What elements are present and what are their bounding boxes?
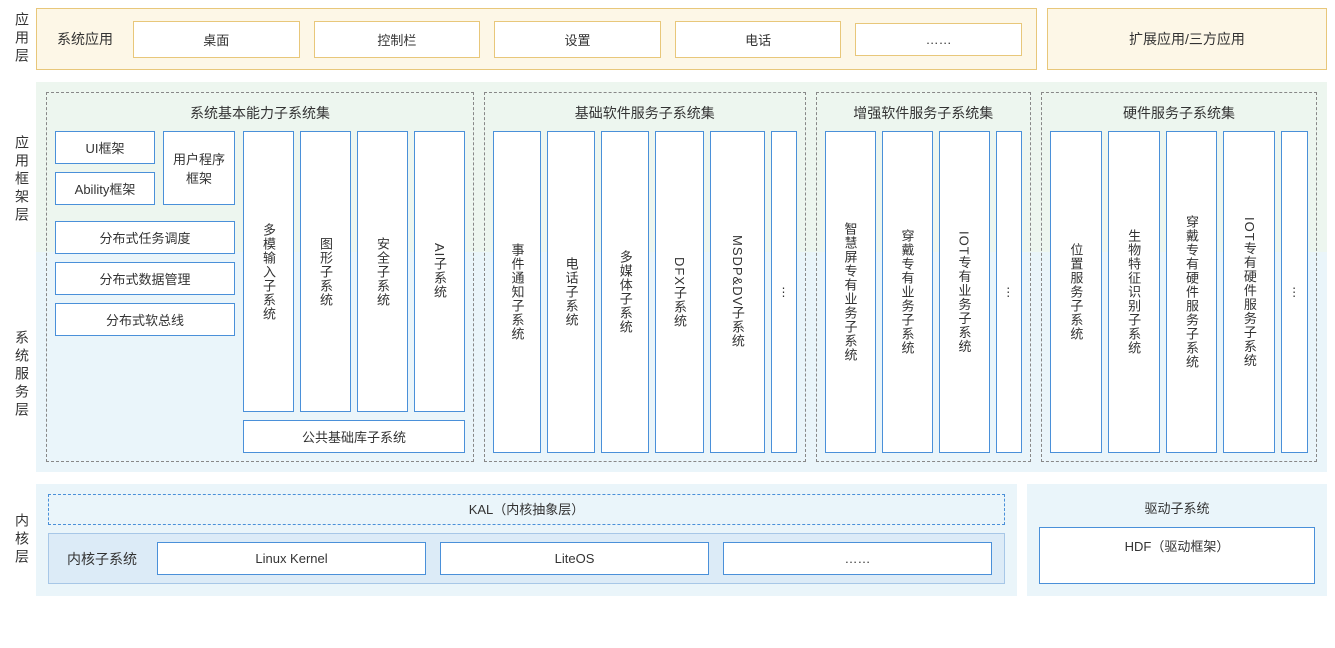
ui-framework-box: UI框架 xyxy=(55,131,155,164)
system-app-label: 系统应用 xyxy=(51,29,119,49)
kernel-subsys-row: 内核子系统 Linux Kernel LiteOS …… xyxy=(48,533,1005,584)
group3-title: 增强软件服务子系统集 xyxy=(825,99,1022,131)
iot-biz-box: IOT专有业务子系统 xyxy=(939,131,990,453)
msdp-dv-box: MSDP&DV子系统 xyxy=(710,131,766,453)
group4-more-box: ⋮ xyxy=(1281,131,1308,453)
kernel-subsys-label: 内核子系统 xyxy=(61,549,143,569)
ability-framework-box: Ability框架 xyxy=(55,172,155,205)
group2-more-box: ⋮ xyxy=(771,131,796,453)
wearable-hw-svc-box: 穿戴专有硬件服务子系统 xyxy=(1166,131,1218,453)
dist-task-sched-box: 分布式任务调度 xyxy=(55,221,235,254)
event-notify-box: 事件通知子系统 xyxy=(493,131,541,453)
group-basic-sw-service: 基础软件服务子系统集 事件通知子系统 电话子系统 多媒体子系统 DFX子系统 M… xyxy=(484,92,806,462)
liteos-box: LiteOS xyxy=(440,542,709,575)
kal-box: KAL（内核抽象层） xyxy=(48,494,1005,525)
service-layer-label: 系统服务层 xyxy=(8,277,36,472)
mid-layer-row: 应用框架层 系统服务层 系统基本能力子系统集 UI框架 Ability框架 xyxy=(8,82,1327,472)
driver-band: 驱动子系统 HDF（驱动框架） xyxy=(1027,484,1327,596)
kernel-layer-body: KAL（内核抽象层） 内核子系统 Linux Kernel LiteOS …… … xyxy=(36,484,1327,596)
dist-data-mgmt-box: 分布式数据管理 xyxy=(55,262,235,295)
ext-app-band: 扩展应用/三方应用 xyxy=(1047,8,1327,70)
hdf-box: HDF（驱动框架） xyxy=(1039,527,1315,584)
group4-title: 硬件服务子系统集 xyxy=(1050,99,1308,131)
group-enhanced-sw-service: 增强软件服务子系统集 智慧屏专有业务子系统 穿戴专有业务子系统 IOT专有业务子… xyxy=(816,92,1031,462)
biometric-box: 生物特征识别子系统 xyxy=(1108,131,1160,453)
mid-content: 系统基本能力子系统集 UI框架 Ability框架 用户程序框架 分 xyxy=(36,82,1327,472)
group-basic-capability: 系统基本能力子系统集 UI框架 Ability框架 用户程序框架 分 xyxy=(46,92,474,462)
group2-title: 基础软件服务子系统集 xyxy=(493,99,797,131)
app-box-settings: 设置 xyxy=(494,21,661,58)
mid-wrap: 系统基本能力子系统集 UI框架 Ability框架 用户程序框架 分 xyxy=(36,82,1327,472)
multimodal-input-box: 多模输入子系统 xyxy=(243,131,294,412)
smartscreen-biz-box: 智慧屏专有业务子系统 xyxy=(825,131,876,453)
app-layer-label: 应用层 xyxy=(8,8,36,70)
graphics-box: 图形子系统 xyxy=(300,131,351,412)
telephony-box: 电话子系统 xyxy=(547,131,595,453)
dfx-box: DFX子系统 xyxy=(655,131,703,453)
app-box-phone: 电话 xyxy=(675,21,842,58)
ai-box: AI子系统 xyxy=(414,131,465,412)
mid-layer-labels: 应用框架层 系统服务层 xyxy=(8,82,36,472)
system-app-band: 系统应用 桌面 控制栏 设置 电话 …… xyxy=(36,8,1037,70)
group1-title: 系统基本能力子系统集 xyxy=(55,99,465,131)
ext-app-label: 扩展应用/三方应用 xyxy=(1129,29,1245,49)
kernel-more-box: …… xyxy=(723,542,992,575)
app-layer-body: 系统应用 桌面 控制栏 设置 电话 …… 扩展应用/三方应用 xyxy=(36,8,1327,70)
framework-layer-label: 应用框架层 xyxy=(8,82,36,277)
kernel-band: KAL（内核抽象层） 内核子系统 Linux Kernel LiteOS …… xyxy=(36,484,1017,596)
app-box-control: 控制栏 xyxy=(314,21,481,58)
driver-title: 驱动子系统 xyxy=(1039,494,1315,527)
app-layer-row: 应用层 系统应用 桌面 控制栏 设置 电话 …… 扩展应用/三方应用 xyxy=(8,8,1327,70)
app-box-desktop: 桌面 xyxy=(133,21,300,58)
wearable-biz-box: 穿戴专有业务子系统 xyxy=(882,131,933,453)
dist-softbus-box: 分布式软总线 xyxy=(55,303,235,336)
iot-hw-svc-box: IOT专有硬件服务子系统 xyxy=(1223,131,1275,453)
multimedia-box: 多媒体子系统 xyxy=(601,131,649,453)
kernel-layer-label: 内核层 xyxy=(8,484,36,596)
security-box: 安全子系统 xyxy=(357,131,408,412)
group-hw-service: 硬件服务子系统集 位置服务子系统 生物特征识别子系统 穿戴专有硬件服务子系统 I… xyxy=(1041,92,1317,462)
linux-kernel-box: Linux Kernel xyxy=(157,542,426,575)
kernel-layer-row: 内核层 KAL（内核抽象层） 内核子系统 Linux Kernel LiteOS… xyxy=(8,484,1327,596)
location-svc-box: 位置服务子系统 xyxy=(1050,131,1102,453)
group3-more-box: ⋮ xyxy=(996,131,1022,453)
user-program-framework-box: 用户程序框架 xyxy=(163,131,235,205)
app-box-more: …… xyxy=(855,23,1022,56)
public-lib-box: 公共基础库子系统 xyxy=(243,420,465,453)
